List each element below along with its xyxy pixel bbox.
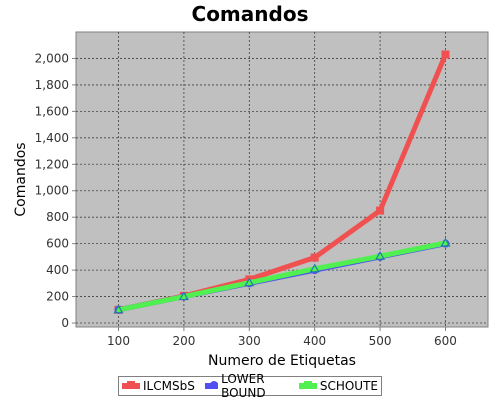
y-tick-label: 1,400 <box>35 131 69 145</box>
y-tick-label: 1,800 <box>35 78 69 92</box>
legend-swatch <box>122 381 140 389</box>
legend: ILCMSbS LOWER BOUND SCHOUTE <box>118 372 382 400</box>
x-axis-label: Numero de Etiquetas <box>208 353 356 369</box>
y-tick-label: 600 <box>46 237 69 251</box>
data-point <box>441 50 450 59</box>
legend-label: LOWER BOUND <box>221 372 266 400</box>
y-axis-label: Comandos <box>13 142 29 216</box>
legend-item: SCHOUTE <box>298 379 378 393</box>
legend-swatch <box>298 381 317 389</box>
y-tick-label: 1,000 <box>35 184 69 198</box>
x-tick-label: 500 <box>369 334 392 348</box>
data-point <box>113 304 124 314</box>
y-tick-label: 0 <box>61 316 69 330</box>
series-line <box>116 240 448 313</box>
legend-item: ILCMSbS <box>122 379 195 393</box>
plot-area <box>75 31 489 328</box>
x-tick-label: 400 <box>303 334 326 348</box>
y-tick-label: 1,200 <box>35 157 69 171</box>
legend-label: SCHOUTE <box>319 379 378 393</box>
data-point <box>440 237 451 247</box>
x-tick-label: 200 <box>172 334 195 348</box>
y-tick-label: 800 <box>46 210 69 224</box>
legend-label: ILCMSbS <box>143 379 195 393</box>
data-point <box>310 253 319 262</box>
x-tick-label: 300 <box>238 334 261 348</box>
chart-title: Comandos <box>191 2 309 26</box>
data-point <box>376 206 385 215</box>
y-tick-label: 400 <box>46 263 69 277</box>
y-tick-label: 2,000 <box>35 51 69 65</box>
x-tick-label: 100 <box>107 334 130 348</box>
data-point <box>309 263 320 273</box>
legend-swatch <box>204 381 219 389</box>
data-point <box>244 277 255 287</box>
series-schoute <box>113 237 451 314</box>
y-tick-label: 1,600 <box>35 104 69 118</box>
data-point <box>375 251 386 260</box>
y-tick-label: 200 <box>46 290 69 304</box>
x-tick-label: 600 <box>434 334 457 348</box>
legend-item: LOWER BOUND <box>204 372 289 400</box>
data-point <box>178 291 189 301</box>
